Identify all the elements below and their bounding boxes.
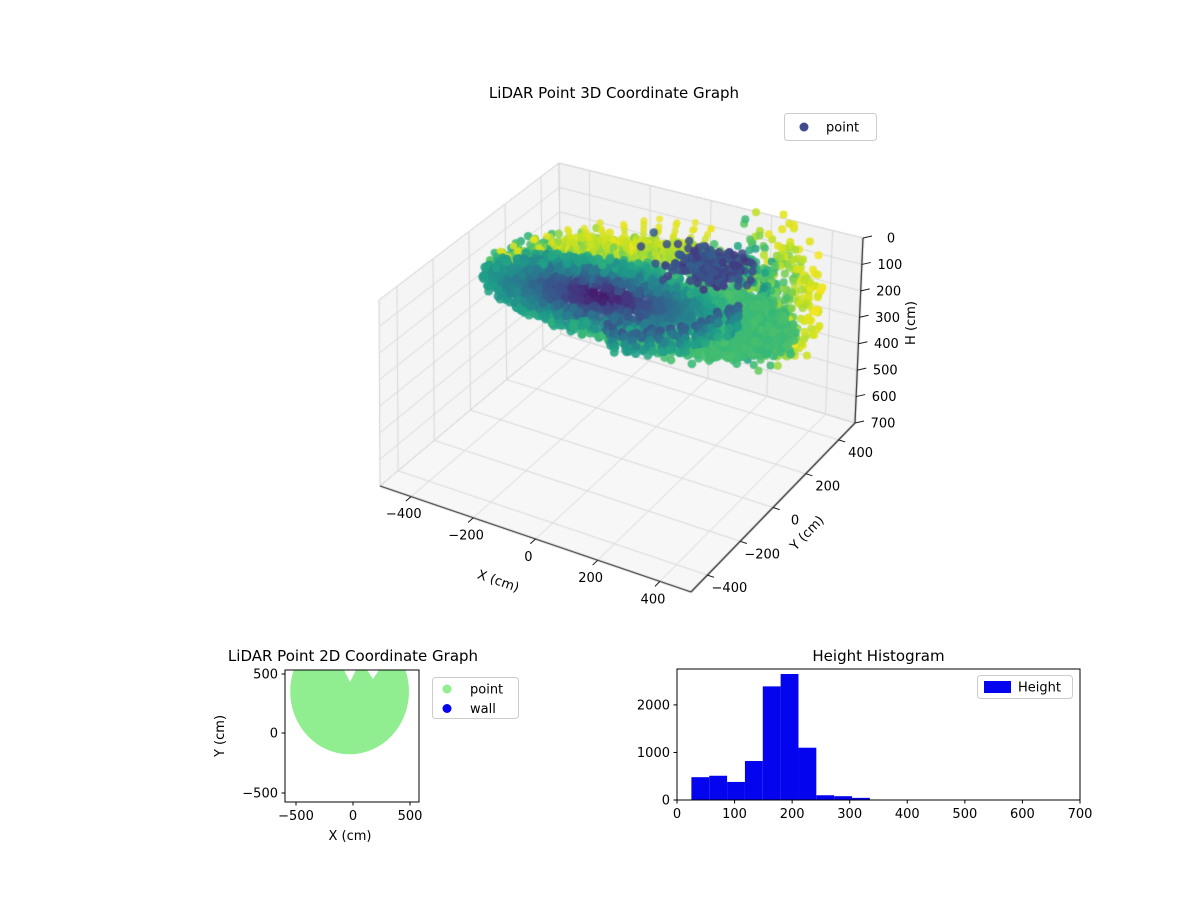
plot3d-ztick-label: 600 [872, 390, 897, 405]
plot3d-xtick-label: 400 [641, 592, 666, 607]
plot3d-ytick-label: 0 [791, 514, 799, 529]
plot3d-ztick [854, 420, 865, 424]
hist-xtick-label: 300 [837, 807, 862, 822]
plot2d-xtick-label: 500 [398, 809, 423, 824]
plot2d-ytick-label: −500 [242, 787, 278, 802]
hist-xtick-label: 600 [1010, 807, 1035, 822]
plot3d-ztick [862, 235, 873, 239]
plot2d-title: LiDAR Point 2D Coordinate Graph [228, 647, 478, 665]
hist-bar [780, 674, 799, 800]
hist-ytick-label: 2000 [637, 698, 670, 713]
plot3d-xaxis-label: X (cm) [475, 568, 521, 596]
wall-marker-icon [442, 704, 452, 713]
plot3d-ticks: −400 −200 0 200 400 −400 −200 0 200 400 0 100 200 300… [386, 232, 902, 608]
plot3d-ztick-label: 100 [877, 258, 902, 273]
hist-bar [727, 781, 745, 800]
plot3d-xtick [592, 559, 599, 566]
plot2d-xaxis-label: X (cm) [329, 829, 372, 844]
plot3d-ztick [860, 288, 870, 292]
plot3d-xtick-label: −200 [448, 528, 484, 543]
plot3d-ztick [859, 314, 869, 318]
plot3d-ztick [857, 367, 867, 371]
plot2d-legend-label-wall: wall [470, 702, 496, 717]
hist-axes-box [676, 668, 1081, 801]
hist-bar [691, 777, 710, 800]
plot3d-xtick [405, 496, 412, 502]
hist-xtick-label: 200 [780, 807, 805, 822]
plot2d-blob-group [290, 670, 409, 755]
plot3d-ztick [856, 394, 866, 398]
plot3d-ztick [861, 261, 871, 265]
plot3d-ztick-label: 300 [875, 311, 900, 326]
hist-xtick-label: 500 [952, 807, 977, 822]
plot2d-axes-box [284, 669, 420, 803]
plot3d-xtick [530, 538, 536, 545]
plot3d-ytick [707, 574, 715, 578]
plot3d-ztick-label: 400 [874, 337, 899, 352]
hist-bar [709, 775, 728, 800]
plot2d-legend: point wall [432, 677, 519, 719]
hist-ytick-label: 1000 [637, 746, 670, 761]
hist-bar [816, 795, 835, 800]
point-marker-icon [799, 122, 809, 132]
plot2d-yaxis-label: Y (cm) [213, 715, 228, 758]
plot3d-ytick [740, 540, 748, 544]
point-marker-icon [442, 684, 452, 694]
hist-bar [852, 797, 870, 800]
plot2d-legend-box [432, 677, 519, 719]
plot3d-xtick-label: −400 [386, 507, 422, 522]
blob-notch [367, 670, 379, 679]
plot3d-xtick-label: 0 [524, 550, 532, 565]
plot2d-point-blob [290, 670, 409, 755]
plot3d-ztick-label: 500 [873, 364, 898, 379]
plot3d-ytick-label: 400 [848, 446, 873, 461]
plot3d-ytick [805, 473, 813, 477]
hist-xtick-label: 700 [1068, 807, 1093, 822]
plot3d-xtick [654, 581, 661, 587]
plot2d-ticks: −500 0 500 500 0 −500 [242, 668, 422, 825]
plot3d-xtick-label: 200 [578, 571, 603, 586]
plot3d-legend-box [784, 113, 877, 141]
plot3d-ytick-label: −200 [744, 547, 780, 562]
hist-legend-label: Height [1018, 681, 1061, 696]
height-swatch-icon [984, 681, 1011, 693]
plot3d-ztick-label: 700 [871, 417, 896, 432]
hist-xtick-label: 0 [673, 807, 681, 822]
hist-xtick-label: 100 [722, 807, 747, 822]
hist-ticks: 0 100 200 300 400 500 600 700 0 1000 2000 [637, 698, 1092, 822]
plot3d-ytick-label: 200 [815, 480, 840, 495]
hist-title: Height Histogram [812, 647, 944, 665]
plot3d-ytick [772, 507, 780, 511]
hist-bar [744, 761, 763, 800]
plot3d-legend-label: point [826, 121, 859, 136]
plot3d-zaxis-label: H (cm) [904, 301, 919, 345]
plot2d-xtick-label: 0 [349, 809, 357, 824]
plot2d-legend-label-point: point [470, 683, 503, 698]
hist-legend: Height [977, 675, 1073, 699]
plot2d-xtick-label: −500 [278, 809, 314, 824]
plot3d-legend: point [784, 113, 877, 141]
point-cloud-2d [290, 670, 409, 755]
hist-bar [798, 747, 817, 800]
plot3d-title: LiDAR Point 3D Coordinate Graph [489, 84, 739, 102]
plot3d-xtick [467, 517, 474, 523]
plot3d-ytick-label: −400 [712, 581, 748, 596]
plot3d-ztick [858, 341, 868, 345]
plot3d-ztick-label: 200 [876, 284, 901, 299]
hist-ytick-label: 0 [662, 794, 670, 809]
blob-notch [344, 670, 356, 682]
hist-bar [762, 686, 781, 800]
plot3d-ytick [838, 439, 846, 443]
hist-xtick-label: 400 [895, 807, 920, 822]
plot2d-ytick-label: 500 [253, 668, 278, 683]
plot3d-ztick-label: 0 [887, 232, 895, 247]
plot2d-ytick-label: 0 [270, 727, 278, 742]
hist-bars [691, 674, 870, 800]
hist-bar [834, 796, 853, 800]
